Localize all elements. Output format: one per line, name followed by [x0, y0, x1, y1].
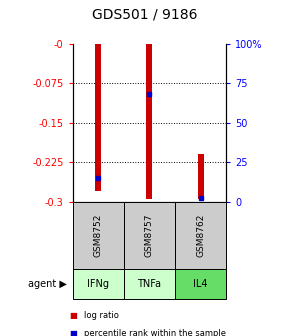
- Text: ■: ■: [70, 329, 77, 336]
- Text: GSM8752: GSM8752: [94, 213, 103, 257]
- Text: IFNg: IFNg: [87, 279, 109, 289]
- Text: agent ▶: agent ▶: [28, 279, 67, 289]
- Bar: [146, 44, 153, 199]
- Text: GSM8757: GSM8757: [145, 213, 154, 257]
- Text: TNFa: TNFa: [137, 279, 161, 289]
- Text: GSM8762: GSM8762: [196, 213, 205, 257]
- Text: ■: ■: [70, 311, 77, 320]
- Text: log ratio: log ratio: [84, 311, 119, 320]
- Text: IL4: IL4: [193, 279, 208, 289]
- Bar: [197, 154, 204, 199]
- Text: GDS501 / 9186: GDS501 / 9186: [92, 8, 198, 22]
- Bar: [95, 44, 101, 191]
- Text: percentile rank within the sample: percentile rank within the sample: [84, 329, 226, 336]
